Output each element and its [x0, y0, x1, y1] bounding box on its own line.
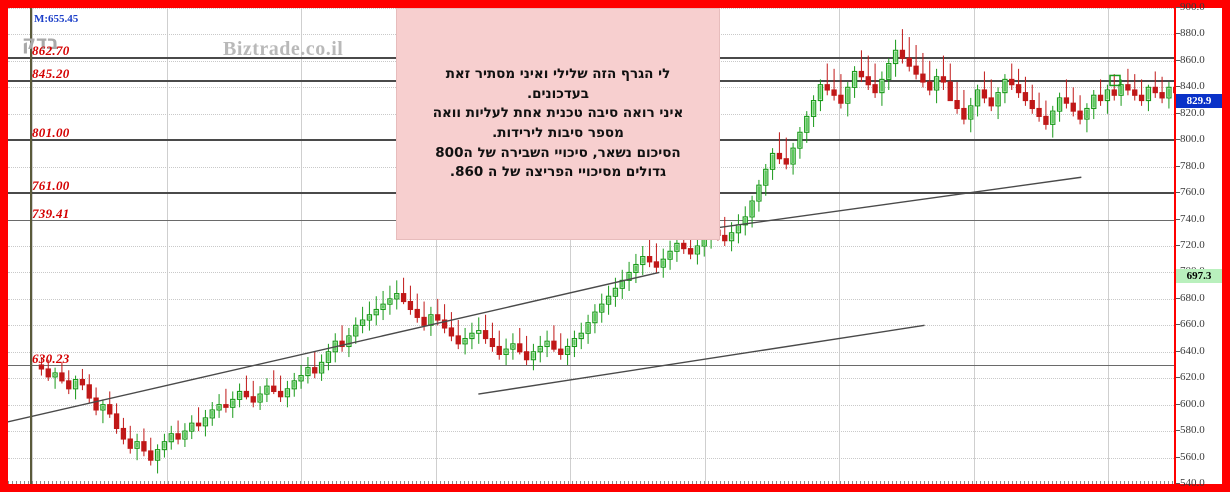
- site-watermark: Biztrade.co.il: [223, 38, 344, 60]
- right-axis-tick: 860.0: [1176, 53, 1205, 66]
- horizontal-gridline: [8, 272, 1214, 274]
- price-readout: M:655.45: [34, 13, 79, 25]
- annotation-note: לי הגרף הזה שלילי ואיני מסתיר זאת בעדכוני…: [396, 8, 720, 240]
- bottom-axis: [8, 481, 1214, 484]
- price-level-label: 739.41: [32, 206, 70, 222]
- horizontal-gridline: [8, 325, 1214, 327]
- horizontal-gridline: [8, 457, 1214, 459]
- note-line: מספר סיבות לירידות.: [492, 125, 624, 141]
- note-line: בעדכונים.: [526, 85, 590, 102]
- price-level-label: 845.20: [32, 66, 70, 82]
- right-axis-tick: 640.0: [1176, 344, 1205, 357]
- right-axis-price-tag: 829.9: [1176, 93, 1222, 108]
- price-level-label: 862.70: [32, 43, 70, 59]
- right-axis-tick: 600.0: [1176, 397, 1205, 410]
- price-level-label: 761.00: [32, 177, 70, 193]
- horizontal-gridline: [8, 378, 1214, 380]
- right-axis-tick: 560.0: [1176, 450, 1205, 463]
- right-price-axis[interactable]: 900.0 880.0 860.0 840.0 820.0 800.0 780.0 760.0…: [1174, 1, 1222, 489]
- note-line: גדולים מסיכויי הפריצה של ה 860.: [449, 164, 667, 181]
- right-axis-tick: 840.0: [1176, 80, 1205, 93]
- note-line: הסיכום נשאר, סיכויי השבירה של ה800: [435, 144, 681, 161]
- right-axis-tick: 540.0: [1176, 477, 1205, 489]
- right-axis-tick: 760.0: [1176, 186, 1205, 199]
- price-level-label: 630.23: [32, 350, 70, 366]
- right-axis-tick: 800.0: [1176, 133, 1205, 146]
- note-line: לי הגרף הזה שלילי ואיני מסתיר זאת: [445, 66, 671, 83]
- horizontal-gridline: [8, 246, 1214, 247]
- horizontal-gridline: [8, 404, 1214, 406]
- note-line: איני רואה סיבה טכנית אחת לעליות וואה: [432, 105, 684, 122]
- right-axis-tick: 880.0: [1176, 27, 1205, 40]
- right-axis-tick: 620.0: [1176, 371, 1205, 384]
- horizontal-gridline: [8, 351, 1214, 353]
- right-axis-tick: 820.0: [1176, 106, 1205, 119]
- right-axis-tick: 900.0: [1176, 1, 1205, 13]
- right-axis-tick: 740.0: [1176, 212, 1205, 225]
- right-axis-tick: 720.0: [1176, 239, 1205, 251]
- right-axis-price-tag: 697.3: [1176, 269, 1222, 283]
- right-axis-tick: 780.0: [1176, 159, 1205, 172]
- right-axis-tick: 680.0: [1176, 291, 1205, 304]
- right-axis-tick: 660.0: [1176, 318, 1205, 331]
- hebrew-watermark: בדק: [22, 32, 59, 54]
- trendline-overlays: [8, 74, 1121, 423]
- price-level-label: 801.00: [32, 124, 70, 140]
- horizontal-gridline: [8, 431, 1214, 433]
- right-axis-tick: 580.0: [1176, 424, 1205, 437]
- price-level-line: [8, 364, 1214, 366]
- left-axis: [30, 8, 32, 484]
